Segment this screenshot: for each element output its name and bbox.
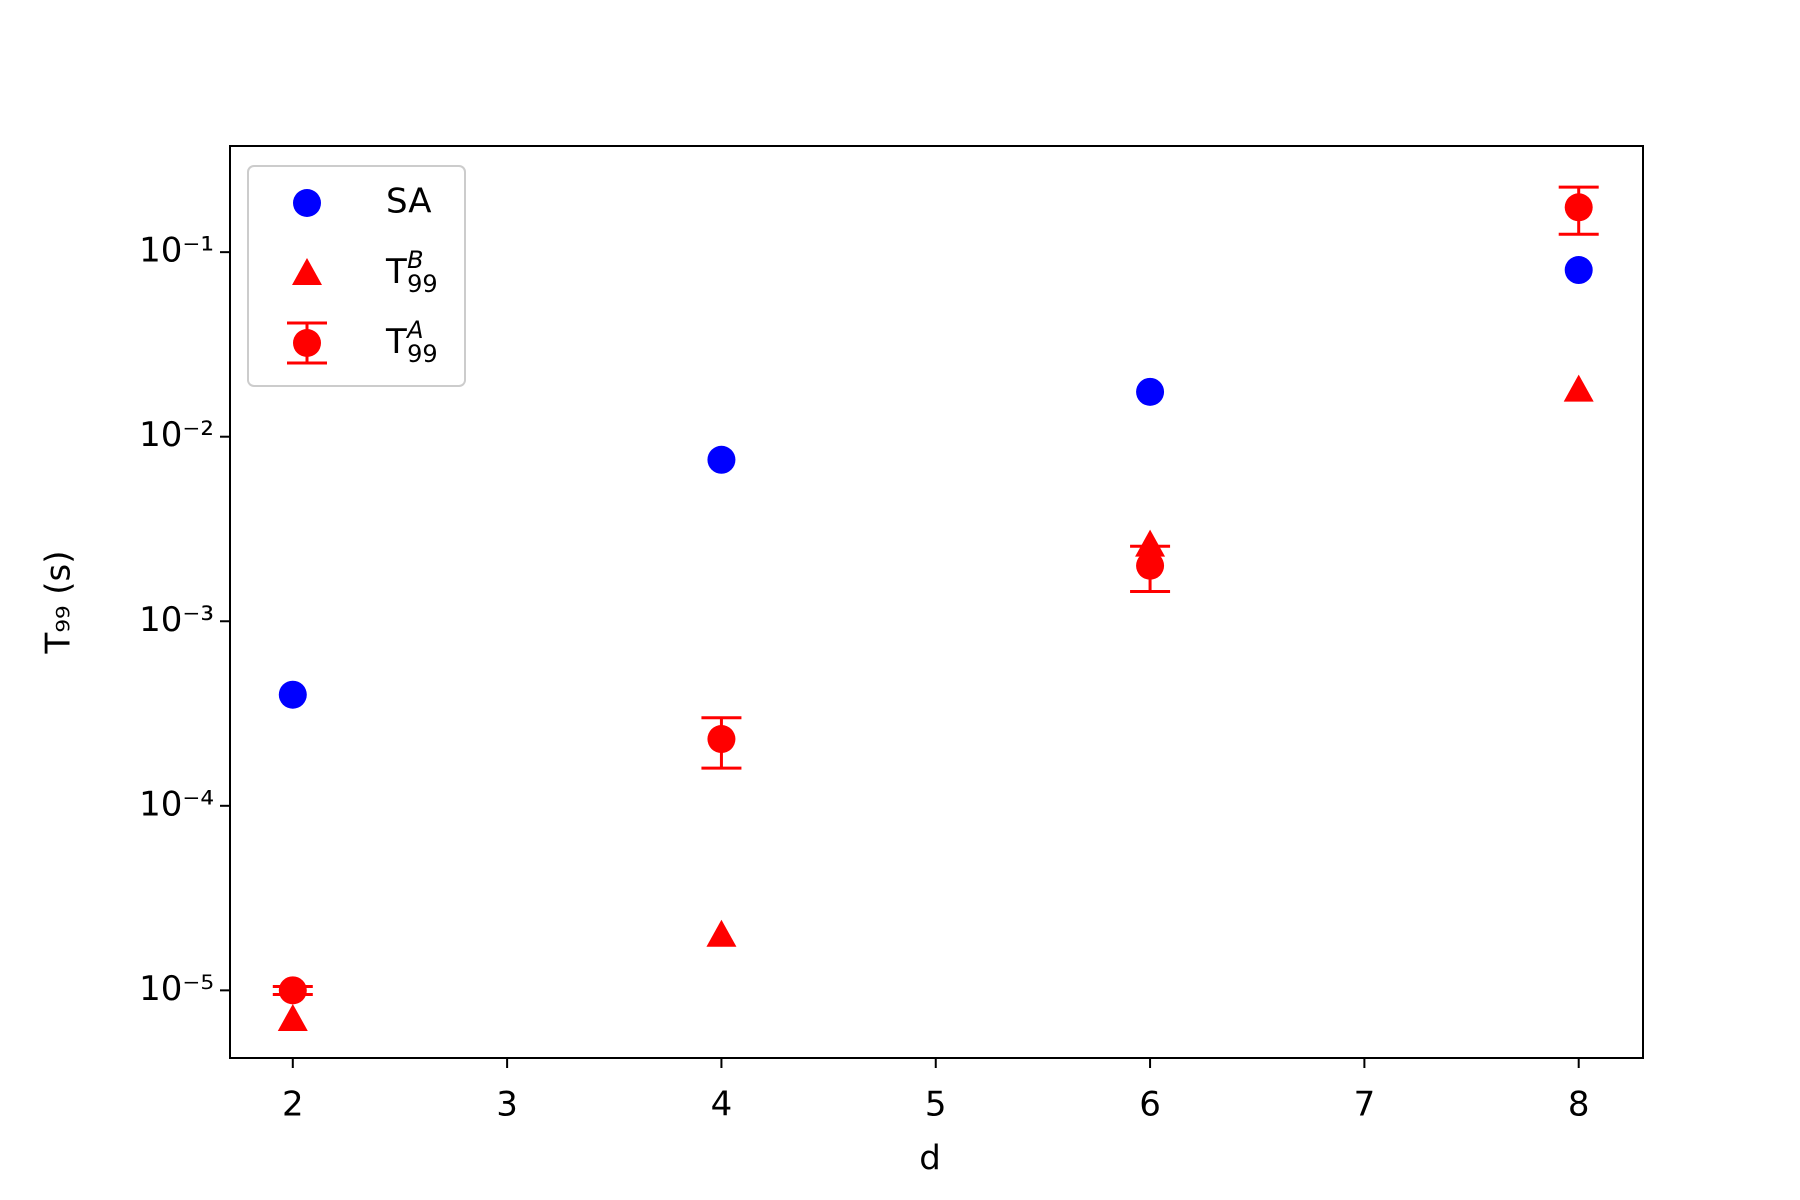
y-tick-label: 10⁻⁴ (139, 784, 214, 824)
x-tick-label: 2 (282, 1085, 304, 1125)
x-tick-label: 3 (496, 1085, 518, 1125)
x-tick-label: 8 (1568, 1085, 1590, 1125)
y-axis-label: T₉₉ (s) (39, 550, 79, 654)
point (1564, 193, 1593, 222)
point (1135, 529, 1166, 557)
point (278, 976, 307, 1005)
point (277, 1003, 308, 1031)
y-tick-label: 10⁻¹ (139, 231, 214, 271)
legend-marker (292, 258, 322, 285)
x-tick-label: 5 (925, 1085, 947, 1125)
point (707, 445, 736, 474)
x-tick-label: 4 (711, 1085, 733, 1125)
legend-label: TA 99 (385, 316, 438, 368)
point (1136, 551, 1165, 580)
x-tick-label: 7 (1354, 1085, 1376, 1125)
legend-marker (293, 329, 321, 357)
point (1563, 374, 1594, 402)
point (707, 725, 736, 754)
y-tick-label: 10⁻³ (139, 600, 214, 640)
point (278, 680, 307, 709)
point (1136, 377, 1165, 406)
x-axis-label: d (919, 1139, 941, 1179)
point (1564, 256, 1593, 285)
legend-label: TB 99 (385, 246, 438, 298)
legend-label: SA (386, 182, 431, 222)
y-tick-label: 10⁻² (139, 415, 214, 455)
x-tick-label: 6 (1139, 1085, 1161, 1125)
point (706, 919, 737, 947)
legend-marker (293, 189, 321, 217)
y-tick-label: 10⁻⁵ (139, 969, 214, 1009)
